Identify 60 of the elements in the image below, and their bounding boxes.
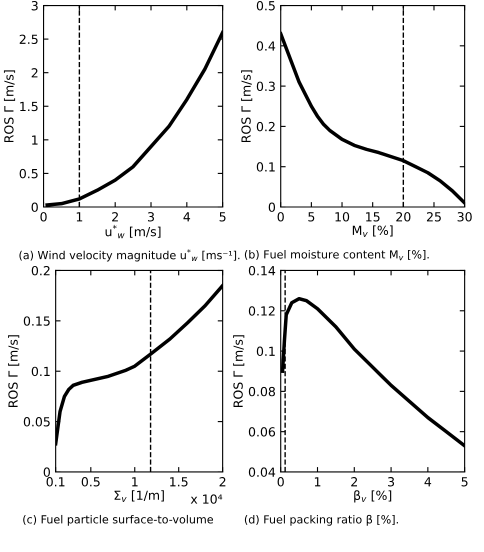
y-tick-label: 1 — [32, 135, 38, 145]
y-axis-title: ROS Γ [m/s] — [8, 335, 20, 408]
y-tick-label: 0.05 — [24, 417, 50, 427]
y-tick-label: 0 — [44, 467, 50, 477]
x-tick-label: 5 — [220, 212, 226, 222]
text: (a) Wind velocity magnitude u$^{*}$$_{w}$ [ms⁻¹]. — [19, 249, 240, 262]
x-axis-title: β$_{v}$ [%] — [354, 490, 392, 502]
y-tick-label: 1.5 — [20, 102, 38, 112]
x-tick-label: 2 — [220, 477, 226, 486]
y-axis-title: ROS Γ [m/s] — [233, 335, 244, 408]
x-tick-label: 10 — [335, 212, 350, 222]
y-tick-label: 0.5 — [20, 168, 38, 178]
y-tick-label: 0.04 — [248, 467, 276, 477]
y-tick-label: 3 — [32, 0, 38, 10]
x-tick-label: 2 — [351, 477, 358, 486]
x-tick-label: 4 — [183, 212, 190, 222]
y-tick-label: 0.2 — [256, 122, 275, 132]
x-tick-label: 1 — [314, 477, 320, 486]
y-tick-label: 0.5 — [256, 0, 275, 10]
y-tick-label: 0.06 — [248, 427, 276, 437]
x-tick-label: 3 — [148, 212, 154, 222]
x-axis-title: M$_{v}$ [%] — [352, 225, 393, 237]
y-tick-label: 0.2 — [32, 266, 50, 276]
x-tick-label: 5 — [308, 212, 314, 222]
y-tick-label: 2.5 — [20, 34, 38, 44]
text: (c) Fuel particle surface-to-volume — [23, 514, 214, 526]
x-tick-label: 0 — [278, 477, 284, 486]
y-tick-label: 0 — [32, 202, 38, 212]
x-tick-label: 0.1 — [46, 477, 64, 486]
y-tick-label: 0.12 — [248, 306, 275, 316]
x-axis-title: u$^{*}$$_{w}$ [m/s] — [106, 224, 160, 238]
y-tick-label: 0.1 — [32, 366, 50, 376]
y-tick-label: 0.15 — [24, 316, 50, 326]
y-tick-label: 2 — [32, 68, 38, 78]
x-tick-label: 0 — [278, 212, 284, 222]
text: x 10⁴ — [190, 494, 222, 504]
y-axis-title: ROS Γ [m/s] — [241, 70, 252, 142]
x-tick-label: 20 — [396, 212, 410, 222]
x-tick-label: 0.5 — [82, 477, 100, 486]
x-axis-title: Σ$_{v}$ [1/m] — [114, 490, 164, 502]
y-tick-label: 0.08 — [248, 386, 276, 396]
x-tick-label: 1 — [76, 212, 82, 222]
x-tick-label: 2 — [112, 212, 118, 222]
x-tick-label: 1 — [132, 477, 138, 486]
y-tick-label: 0.4 — [256, 41, 276, 51]
x-tick-label: 4 — [424, 477, 432, 486]
y-tick-label: 0.1 — [256, 162, 275, 172]
text: (d) Fuel packing ratio β [%]. — [244, 514, 398, 526]
y-tick-label: 0 — [268, 202, 276, 212]
x-tick-label: 15 — [366, 212, 380, 222]
x-tick-label: 1.5 — [170, 477, 188, 486]
x-tick-label: 25 — [426, 212, 441, 222]
y-tick-label: 0.1 — [256, 346, 275, 356]
x-tick-label: 3 — [388, 477, 394, 486]
y-tick-label: 0.3 — [256, 82, 275, 92]
x-tick-label: 30 — [458, 212, 472, 222]
y-axis-title: ROS Γ [m/s] — [4, 70, 16, 142]
y-tick-label: 0.14 — [248, 266, 276, 276]
text: (b) Fuel moisture content M$_{v}$ [%]. — [244, 250, 429, 260]
x-tick-label: 5 — [462, 477, 468, 486]
